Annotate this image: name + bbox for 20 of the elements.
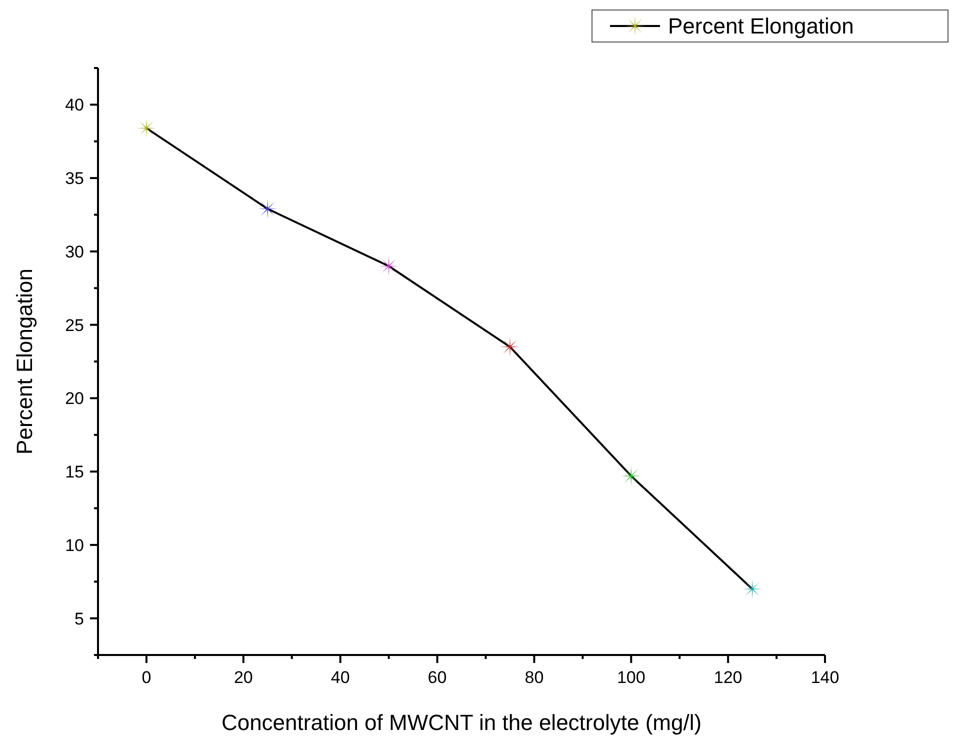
y-tick-label: 30 <box>65 242 84 262</box>
point <box>258 198 278 219</box>
x-tick-label: 0 <box>142 668 152 687</box>
y-axis-title: Percent Elongation <box>12 268 37 454</box>
x-tick-label: 40 <box>330 668 350 687</box>
y-tick-label: 20 <box>65 389 84 408</box>
x-tick-label: 20 <box>234 668 253 687</box>
x-tick-label: 60 <box>428 668 447 687</box>
x-axis-title: Concentration of MWCNT in the electrolyte (mg/l) <box>221 710 702 735</box>
x-tick-label: 80 <box>524 668 544 687</box>
y-tick-label: 10 <box>65 536 84 555</box>
y-tick-label: 25 <box>65 316 84 335</box>
legend-label: Percent Elongation <box>668 14 854 39</box>
y-tick-label: 35 <box>65 169 84 188</box>
x-tick-label: 140 <box>810 668 840 687</box>
x-tick-label: 120 <box>714 668 742 687</box>
x-tick-label: 100 <box>616 668 646 687</box>
y-tick-label: 5 <box>74 609 84 628</box>
y-tick-label: 15 <box>65 462 84 482</box>
y-tick-label: 40 <box>65 96 84 115</box>
